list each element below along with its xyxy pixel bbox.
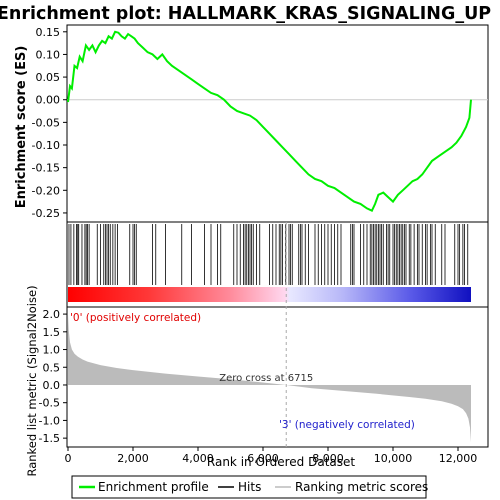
- metric-y-tick-label: 0.5: [43, 361, 61, 374]
- metric-y-axis-label: Ranked list metric (Signal2Noise): [25, 285, 39, 476]
- x-tick-label: 8,000: [312, 452, 344, 465]
- hits-panel: [66, 221, 489, 308]
- es-panel-frame: [66, 24, 489, 223]
- chart-title: Enrichment plot: HALLMARK_KRAS_SIGNALING…: [0, 4, 491, 24]
- metric-y-ticks: -1.5 -1.0 -0.5 0.0 0.5 1.0 1.5 2.0: [39, 308, 67, 445]
- negative-correlation-label: '3' (negatively correlated): [279, 419, 415, 431]
- es-y-tick-label: 0.05: [36, 71, 61, 84]
- es-y-tick-label: -0.25: [32, 207, 60, 220]
- legend-box: [71, 475, 427, 499]
- es-y-tick-label: 0.15: [36, 26, 61, 39]
- rank-color-bar: [68, 287, 471, 302]
- es-y-tick-label: -0.15: [32, 162, 60, 175]
- es-y-tick-label: -0.05: [32, 116, 60, 129]
- x-tick-label: 6,000: [247, 452, 279, 465]
- x-tick-label: 2,000: [117, 452, 149, 465]
- metric-y-tick-label: 1.0: [43, 344, 61, 357]
- metric-y-tick-label: 0.0: [43, 379, 61, 392]
- es-y-tick-label: -0.20: [32, 184, 60, 197]
- metric-y-tick-label: -1.0: [39, 414, 60, 427]
- legend: Enrichment profile Hits Ranking metric s…: [71, 475, 428, 499]
- es-y-tick-label: 0.10: [36, 48, 61, 61]
- es-curve: [67, 30, 472, 213]
- es-y-ticks: -0.25 -0.20 -0.15 -0.10 -0.05 0.00 0.05 0.10 0.1…: [32, 26, 67, 220]
- legend-label-enrichment: Enrichment profile: [98, 480, 209, 494]
- x-ticks: 0 2,000 4,000 6,000 8,000 10,000 12,000: [65, 447, 478, 465]
- metric-y-tick-label: -1.5: [39, 432, 60, 445]
- es-y-axis-label: Enrichment score (ES): [14, 46, 29, 209]
- x-tick-label: 12,000: [439, 452, 478, 465]
- x-axis-label: Rank in Ordered Dataset: [207, 455, 355, 469]
- es-panel: -0.25 -0.20 -0.15 -0.10 -0.05 0.00 0.05 0.10 0.1…: [14, 24, 489, 223]
- zero-cross-label: Zero cross at 6715: [219, 373, 313, 384]
- x-tick-label: 0: [65, 452, 72, 465]
- positive-correlation-label: '0' (positively correlated): [70, 312, 201, 324]
- metric-area: [68, 314, 471, 443]
- x-tick-label: 4,000: [182, 452, 214, 465]
- metric-y-tick-label: 1.5: [43, 326, 61, 339]
- legend-label-hits: Hits: [238, 480, 261, 494]
- x-tick-label: 10,000: [374, 452, 413, 465]
- es-y-tick-label: -0.10: [32, 139, 60, 152]
- metric-panel: -1.5 -1.0 -0.5 0.0 0.5 1.0 1.5 2.0 Zero cross a…: [25, 222, 489, 477]
- es-y-tick-label: 0.00: [36, 94, 61, 107]
- legend-label-metric: Ranking metric scores: [295, 480, 428, 494]
- metric-y-tick-label: -0.5: [39, 397, 60, 410]
- hit-markers: [68, 224, 469, 285]
- metric-y-tick-label: 2.0: [43, 308, 61, 321]
